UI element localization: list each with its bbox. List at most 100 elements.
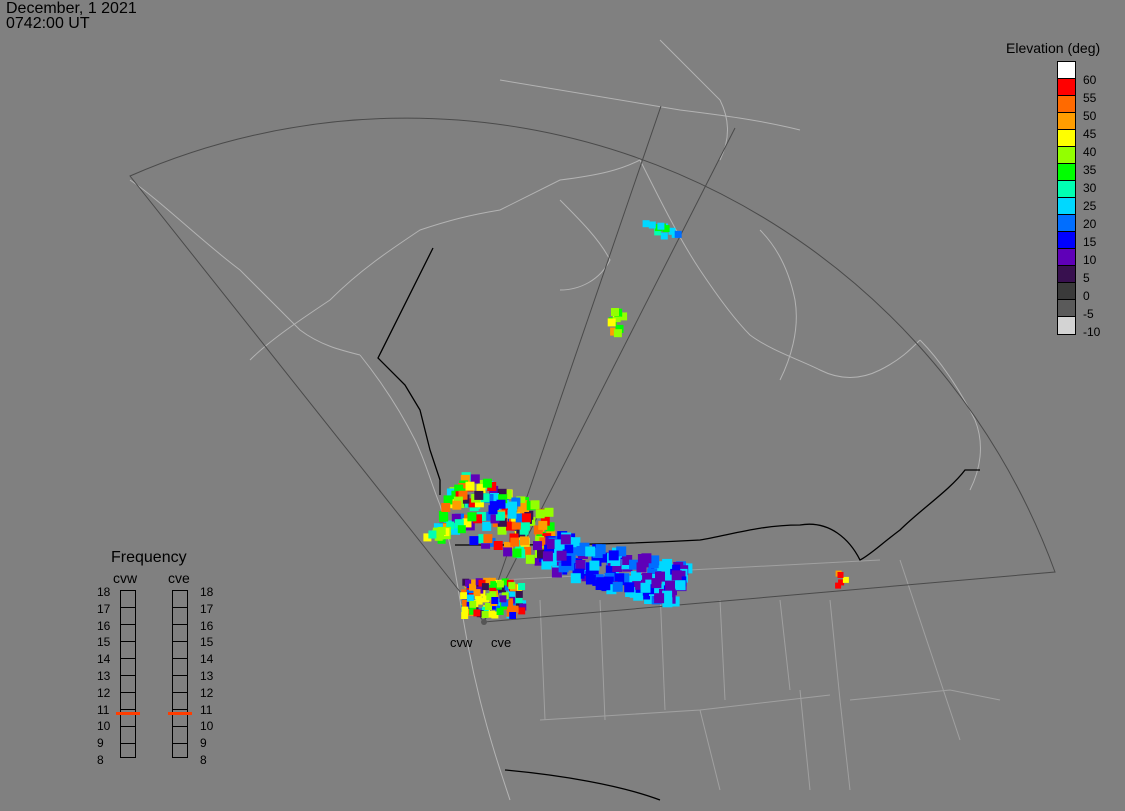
scatter-cell xyxy=(616,546,627,557)
scatter-cell xyxy=(469,607,477,615)
scatter-cell xyxy=(640,582,651,593)
scatter-cell xyxy=(515,540,525,550)
frequency-radar-label-cve: cve xyxy=(168,570,190,586)
elevation-swatch xyxy=(1058,300,1075,317)
scatter-cell xyxy=(544,507,554,517)
scatter-cell xyxy=(437,527,446,535)
scatter-cell xyxy=(631,571,641,582)
scatter-cell xyxy=(615,324,624,333)
scatter-cell xyxy=(648,558,659,569)
scatter-cell xyxy=(496,580,504,588)
scatter-cell xyxy=(585,546,596,557)
frequency-scale-label-right: 17 xyxy=(200,601,214,616)
frequency-cell xyxy=(173,676,187,693)
elevation-swatch xyxy=(1058,266,1075,283)
arctic-archipelago-2 xyxy=(559,199,611,291)
scatter-cell xyxy=(503,547,513,557)
scatter-cell xyxy=(542,551,553,562)
scatter-cell xyxy=(838,579,845,586)
frequency-cell xyxy=(121,727,135,744)
elevation-swatch xyxy=(1058,317,1075,334)
scatter-cell xyxy=(482,521,492,531)
scatter-cell xyxy=(496,499,506,509)
scatter-cell xyxy=(510,537,520,547)
scatter-cell xyxy=(651,578,662,589)
frequency-scale-label-left: 16 xyxy=(97,618,111,633)
scatter-cell xyxy=(481,539,491,549)
scatter-cell xyxy=(490,514,500,524)
scatter-cell xyxy=(466,594,474,602)
scatter-cell xyxy=(452,500,462,510)
scatter-cell xyxy=(493,541,503,550)
scatter-cell xyxy=(608,550,619,561)
scatter-cell xyxy=(482,595,490,603)
labrador-coast xyxy=(919,339,981,491)
scatter-cell xyxy=(474,498,484,508)
frequency-cell xyxy=(121,693,135,710)
scatter-cell xyxy=(497,517,507,527)
scatter-cell xyxy=(632,579,643,590)
scatter-cell xyxy=(461,606,469,614)
scatter-cell xyxy=(613,329,622,338)
radar-site-label-cvw: cvw xyxy=(450,635,473,650)
scatter-cell xyxy=(654,228,662,236)
scatter-cell xyxy=(837,572,844,578)
frequency-scale-label-left: 9 xyxy=(97,736,104,751)
scatter-cell xyxy=(497,525,507,535)
scatter-cell xyxy=(670,564,681,575)
frequency-cell xyxy=(121,608,135,625)
scatter-cell xyxy=(501,599,509,607)
elevation-colorbar xyxy=(1057,61,1076,335)
elevation-swatch xyxy=(1058,283,1075,300)
scatter-cell xyxy=(508,582,516,590)
frequency-cell xyxy=(173,625,187,642)
frequency-scale-label-right: 10 xyxy=(200,719,214,734)
elevation-tick-label: 20 xyxy=(1083,217,1097,231)
frequency-cell xyxy=(173,591,187,608)
scatter-cell xyxy=(538,520,548,530)
scatter-cell xyxy=(497,488,507,498)
scatter-cell xyxy=(662,575,673,586)
elevation-swatch xyxy=(1058,79,1075,96)
arctic-archipelago-1 xyxy=(499,79,801,131)
scatter-cell xyxy=(481,583,489,591)
scatter-cell xyxy=(469,536,479,546)
hudson-bay-east xyxy=(759,229,797,381)
scatter-cell xyxy=(473,609,481,617)
scatter-cell xyxy=(560,534,571,545)
frequency-cell xyxy=(121,676,135,693)
scatter-cell xyxy=(475,597,483,605)
scatter-cell xyxy=(675,580,686,591)
elevation-tick-label: 30 xyxy=(1083,181,1097,195)
scatter-cell xyxy=(541,559,552,570)
scatter-cell xyxy=(458,490,468,500)
scatter-cell xyxy=(606,584,617,595)
scatter-cell xyxy=(511,605,519,613)
frequency-scale-label-right: 12 xyxy=(200,685,214,700)
scatter-cell xyxy=(454,484,464,494)
elevation-swatch xyxy=(1058,215,1075,232)
scatter-cell xyxy=(525,554,535,564)
frequency-scale-label-left: 13 xyxy=(97,669,111,683)
scatter-cell xyxy=(515,513,525,523)
scatter-cell xyxy=(547,539,557,549)
radar-site-label-cve: cve xyxy=(491,635,511,650)
scatter-cell xyxy=(482,478,492,488)
scatter-cell xyxy=(469,583,476,591)
frequency-cell xyxy=(121,659,135,676)
alaska-bc-border xyxy=(377,247,441,495)
scatter-cell xyxy=(488,505,498,515)
scatter-cell xyxy=(551,567,562,578)
scatter-cell xyxy=(515,596,523,604)
scatter-cell xyxy=(636,562,647,573)
frequency-cell xyxy=(121,591,135,608)
scatter-cell xyxy=(446,521,455,530)
scatter-cell xyxy=(835,582,842,589)
scatter-cell xyxy=(509,612,517,619)
frequency-bar-cvw xyxy=(120,590,136,758)
elevation-tick-label: 45 xyxy=(1083,127,1097,141)
scatter-cell xyxy=(624,582,635,593)
scatter-cell xyxy=(647,568,658,579)
canada-us-border xyxy=(454,469,980,561)
